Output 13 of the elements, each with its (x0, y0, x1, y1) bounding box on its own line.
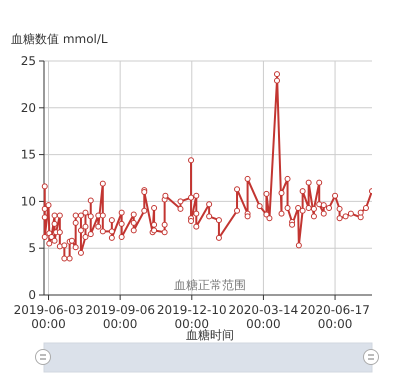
y-tick-label: 0 (28, 288, 36, 302)
x-tick-label: 2020-03-14 00:00 (228, 303, 298, 331)
x-axis-title: 血糖时间 (186, 328, 234, 342)
x-tick-label: 2020-06-17 00:00 (300, 303, 370, 331)
y-tick-label: 25 (20, 54, 36, 68)
y-tick-label: 5 (28, 241, 36, 256)
y-axis-title: 血糖数值 mmol/L (11, 32, 108, 46)
annotation: 血糖正常范围 (174, 278, 246, 292)
y-tick-label: 10 (20, 194, 36, 208)
y-tick-label: 20 (20, 100, 36, 115)
y-tick-label: 15 (20, 148, 36, 162)
x-tick-label: 2019-06-03 00:00 (14, 303, 84, 331)
x-tick-label: 2019-09-06 00:00 (85, 303, 156, 331)
